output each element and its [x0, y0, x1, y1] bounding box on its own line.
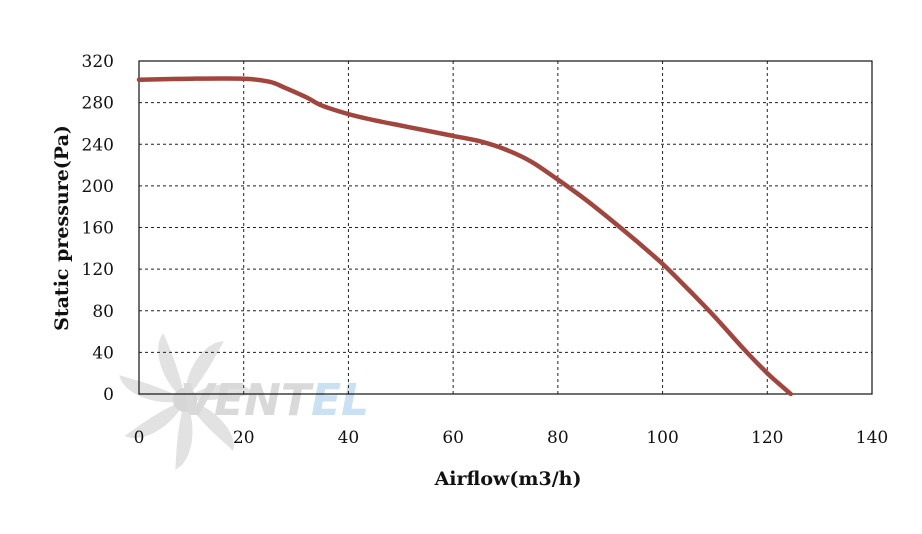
watermark-text: VENTEL — [180, 375, 369, 426]
y-tick-label: 40 — [92, 343, 114, 363]
fan-blade — [185, 383, 255, 401]
fan-blade — [158, 333, 185, 400]
curve-layer — [136, 76, 794, 397]
fan-blade — [124, 400, 185, 439]
x-tick-label: 80 — [547, 428, 569, 448]
grid — [139, 61, 872, 394]
y-tick-label: 280 — [82, 94, 114, 114]
x-tick-label: 120 — [751, 428, 783, 448]
x-tick-label: 60 — [442, 428, 464, 448]
y-axis-title: Static pressure(Pa) — [51, 125, 73, 331]
x-tick-label: 0 — [134, 428, 145, 448]
y-tick-label: 80 — [92, 302, 114, 322]
watermark-part1: VENT — [180, 375, 314, 426]
watermark: VENTEL — [119, 333, 369, 470]
fan-icon — [119, 333, 255, 470]
y-tick-label: 200 — [82, 177, 114, 197]
y-tick-label: 120 — [82, 260, 114, 280]
tick-labels: 0 20 40 60 80 100 120 140 0 40 80 120 160 200 240 280 32… — [82, 52, 889, 448]
fan-blade — [185, 400, 234, 451]
x-tick-label: 40 — [338, 428, 360, 448]
fan-blade — [184, 341, 224, 400]
watermark-part2: EL — [311, 375, 369, 426]
y-tick-label: 240 — [82, 135, 114, 155]
y-tick-label: 160 — [82, 219, 114, 239]
x-axis-title: Airflow(m3/h) — [434, 468, 582, 490]
x-tick-label: 100 — [646, 428, 678, 448]
plot-border — [138, 60, 873, 395]
y-tick-label: 0 — [103, 385, 114, 405]
fan-blade — [119, 375, 185, 403]
fan-blade — [175, 400, 193, 470]
plot-frame — [138, 60, 873, 395]
series-line-0 — [136, 76, 794, 397]
y-tick-label: 320 — [82, 52, 114, 72]
x-tick-label: 140 — [856, 428, 888, 448]
x-tick-label: 20 — [233, 428, 255, 448]
